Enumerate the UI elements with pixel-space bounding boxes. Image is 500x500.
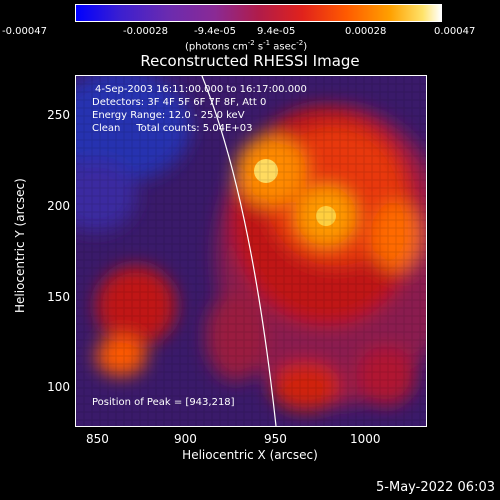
image-canvas <box>76 76 426 426</box>
colorbar-tick: 0.00047 <box>434 26 476 37</box>
y-tick: 150 <box>47 290 70 304</box>
colorbar-tick: -0.00047 <box>2 26 47 37</box>
colorbar <box>75 4 442 22</box>
colorbar-tick: 9.4e-05 <box>257 26 296 37</box>
solar-limb-line <box>201 76 277 426</box>
plot-title: Reconstructed RHESSI Image <box>140 52 360 70</box>
x-tick: 1000 <box>350 432 381 446</box>
rhessi-image <box>75 75 427 427</box>
clean-counts-text: Clean Total counts: 5.04E+03 <box>92 123 253 134</box>
y-tick: 250 <box>47 108 70 122</box>
date-stamp: 5-May-2022 06:03 <box>376 480 495 495</box>
colorbar-tick: -0.00028 <box>123 26 168 37</box>
x-axis-label: Heliocentric X (arcsec) <box>182 448 318 462</box>
colorbar-tick: 0.00028 <box>345 26 387 37</box>
time-range-text: 4-Sep-2003 16:11:00.000 to 16:17:00.000 <box>95 84 307 95</box>
info-overlay: 4-Sep-2003 16:11:00.000 to 16:17:00.000 … <box>75 75 425 425</box>
x-tick: 900 <box>174 432 197 446</box>
detectors-text: Detectors: 3F 4F 5F 6F 7F 8F, Att 0 <box>92 97 267 108</box>
peak-position-text: Position of Peak = [943,218] <box>92 397 235 408</box>
energy-range-text: Energy Range: 12.0 - 25.0 keV <box>92 110 245 121</box>
y-tick: 100 <box>47 380 70 394</box>
colorbar-unit: (photons cm-2 s-1 asec-2) <box>185 39 308 53</box>
y-axis-ticks: 250 200 150 100 <box>0 0 70 500</box>
x-tick: 950 <box>264 432 287 446</box>
x-tick: 850 <box>86 432 109 446</box>
colorbar-tick: -9.4e-05 <box>194 26 236 37</box>
y-tick: 200 <box>47 199 70 213</box>
